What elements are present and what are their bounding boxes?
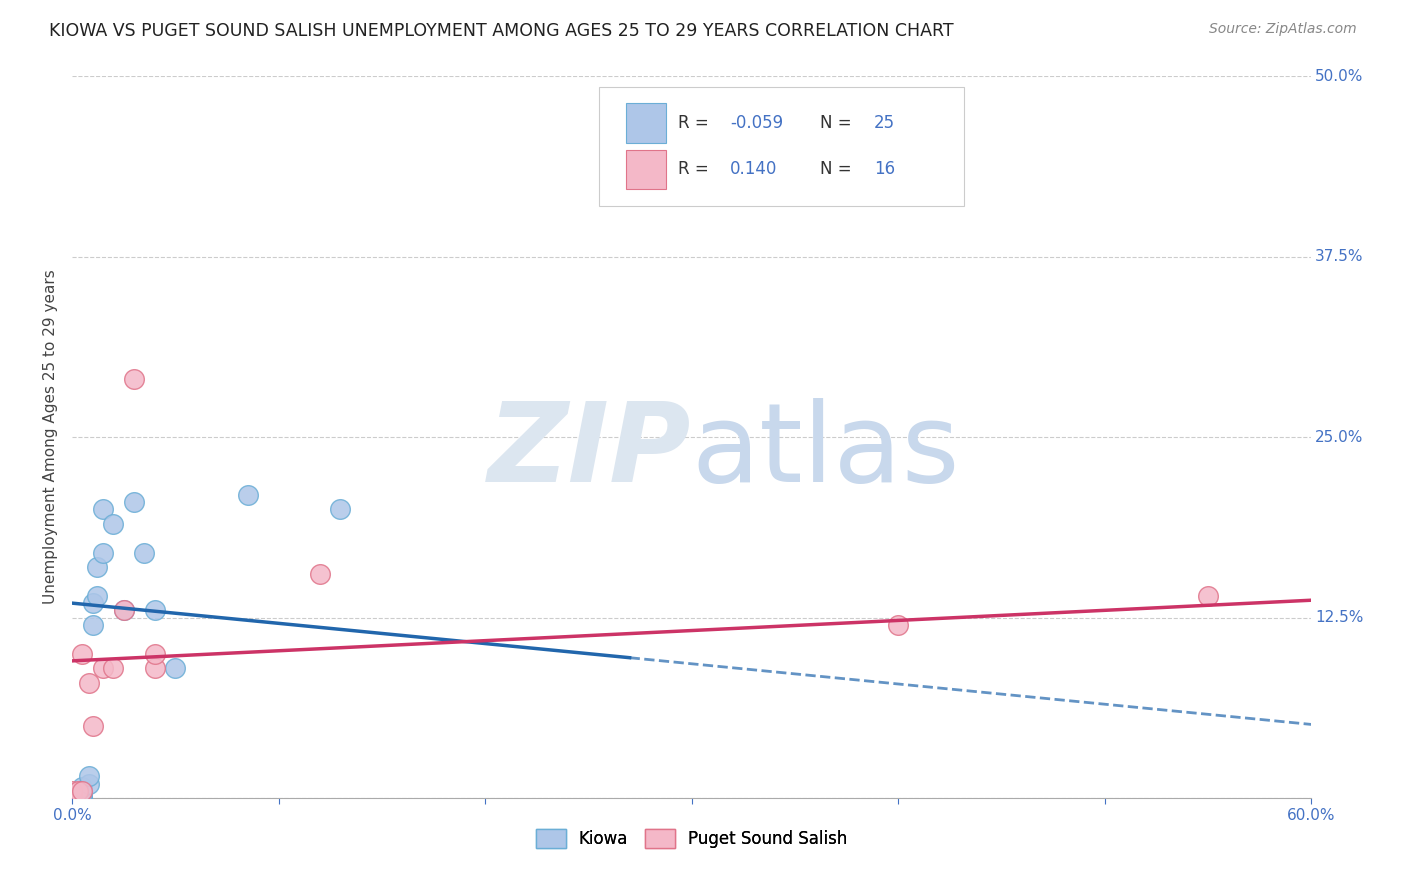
Point [165,661,187,675]
Point [236,488,259,502]
FancyBboxPatch shape [599,87,965,206]
Point [77,777,100,791]
Point [72,784,94,798]
Text: N =: N = [821,161,858,178]
Text: 25: 25 [873,114,894,132]
Point [308,567,330,582]
Text: -0.059: -0.059 [730,114,783,132]
Point [72,784,94,798]
Point [91,545,114,559]
Point [72,780,94,794]
Point [86,560,108,574]
Point [143,603,166,617]
Text: R =: R = [678,114,714,132]
Point [143,647,166,661]
Text: 12.5%: 12.5% [1315,610,1364,625]
Text: N =: N = [821,114,858,132]
Point [887,617,910,632]
Point [82,617,104,632]
Point [619,112,641,127]
Point [77,675,100,690]
Point [72,787,94,801]
Point [67,784,90,798]
Point [134,545,156,559]
Point [60,791,83,805]
Point [103,661,125,675]
Point [86,589,108,603]
Point [60,788,83,802]
Legend: Kiowa, Puget Sound Salish: Kiowa, Puget Sound Salish [529,822,855,855]
Point [103,516,125,531]
Point [60,784,83,798]
Y-axis label: Unemployment Among Ages 25 to 29 years: Unemployment Among Ages 25 to 29 years [44,269,58,605]
Point [91,502,114,516]
Point [122,372,145,386]
Text: 0.140: 0.140 [730,161,778,178]
Text: atlas: atlas [692,398,960,505]
Point [82,596,104,610]
Point [72,647,94,661]
Point [112,603,135,617]
Point [77,769,100,783]
Text: Source: ZipAtlas.com: Source: ZipAtlas.com [1209,22,1357,37]
Point [60,787,83,801]
Point [72,791,94,805]
Point [329,502,352,516]
Point [82,719,104,733]
Point [91,661,114,675]
Point [143,661,166,675]
Text: ZIP: ZIP [488,398,692,505]
Text: KIOWA VS PUGET SOUND SALISH UNEMPLOYMENT AMONG AGES 25 TO 29 YEARS CORRELATION C: KIOWA VS PUGET SOUND SALISH UNEMPLOYMENT… [49,22,953,40]
Text: 25.0%: 25.0% [1315,430,1364,444]
FancyBboxPatch shape [626,103,665,144]
Point [112,603,135,617]
Text: R =: R = [678,161,714,178]
Text: 37.5%: 37.5% [1315,249,1364,264]
Point [60,788,83,802]
Text: 16: 16 [873,161,894,178]
Text: 50.0%: 50.0% [1315,69,1364,84]
Point [1197,589,1219,603]
Point [122,495,145,509]
Point [72,789,94,804]
FancyBboxPatch shape [626,150,665,189]
